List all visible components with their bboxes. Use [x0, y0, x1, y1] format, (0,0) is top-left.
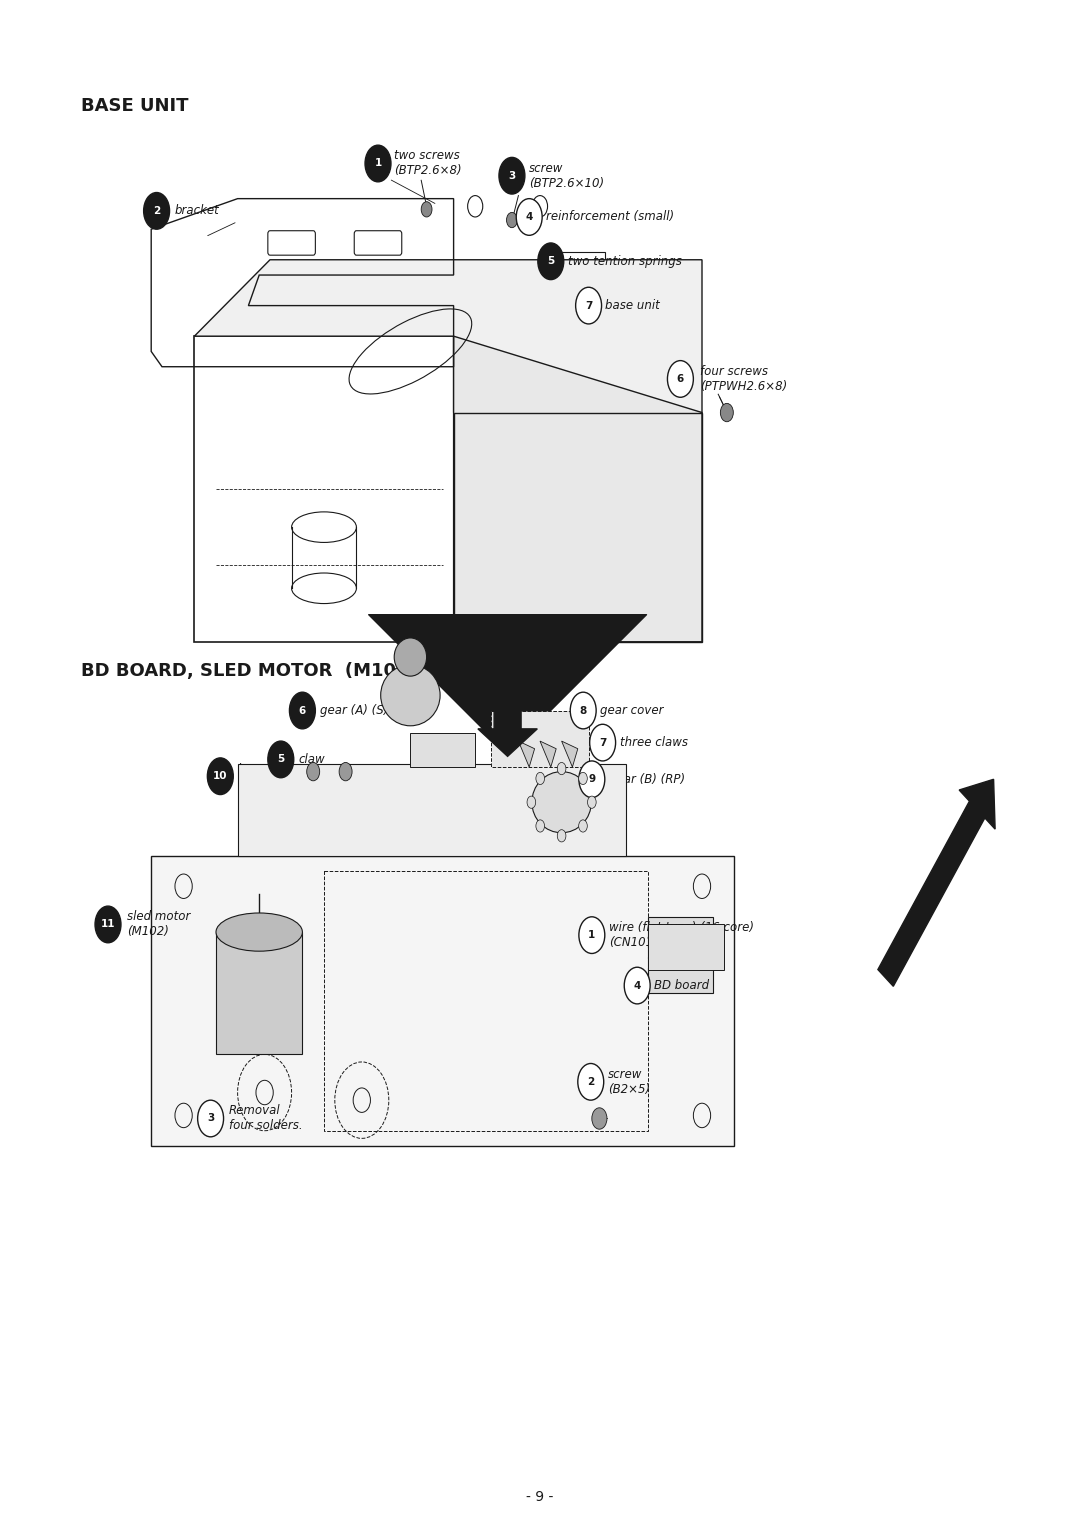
Circle shape — [557, 762, 566, 775]
Circle shape — [289, 692, 315, 729]
Circle shape — [570, 692, 596, 729]
Text: screw
(BTP2.6×10): screw (BTP2.6×10) — [529, 162, 605, 189]
Text: bracket: bracket — [175, 205, 219, 217]
Text: 5: 5 — [278, 755, 284, 764]
Text: gear (A) (S): gear (A) (S) — [320, 704, 388, 717]
Circle shape — [516, 199, 542, 235]
Text: two screws
(2×3): two screws (2×3) — [238, 762, 303, 790]
Text: 3: 3 — [509, 171, 515, 180]
Polygon shape — [562, 741, 578, 767]
Text: 6: 6 — [677, 374, 684, 384]
Circle shape — [421, 202, 432, 217]
Text: 6: 6 — [299, 706, 306, 715]
FancyArrow shape — [477, 711, 538, 756]
Text: two tention springs: two tention springs — [568, 255, 681, 267]
Circle shape — [624, 967, 650, 1004]
Circle shape — [579, 917, 605, 953]
Ellipse shape — [394, 639, 427, 677]
Circle shape — [557, 830, 566, 842]
Polygon shape — [648, 924, 724, 970]
Text: 3: 3 — [207, 1114, 214, 1123]
Text: 1: 1 — [589, 931, 595, 940]
Circle shape — [536, 821, 544, 833]
Text: BASE UNIT: BASE UNIT — [81, 96, 189, 115]
Circle shape — [527, 796, 536, 808]
Polygon shape — [410, 733, 475, 767]
Polygon shape — [238, 764, 626, 856]
Text: 1: 1 — [375, 159, 381, 168]
Text: 2: 2 — [588, 1077, 594, 1086]
Text: sled motor
(M102): sled motor (M102) — [127, 911, 191, 938]
Polygon shape — [540, 741, 556, 767]
Circle shape — [268, 741, 294, 778]
Text: four screws
(PTPWH2.6×8): four screws (PTPWH2.6×8) — [700, 365, 787, 393]
Text: 9: 9 — [589, 775, 595, 784]
Text: BD board: BD board — [654, 979, 710, 992]
Polygon shape — [518, 741, 535, 767]
Circle shape — [667, 361, 693, 397]
Text: 10: 10 — [213, 772, 228, 781]
Polygon shape — [216, 932, 302, 1054]
Ellipse shape — [380, 665, 441, 726]
Text: 7: 7 — [599, 738, 606, 747]
Ellipse shape — [216, 912, 302, 950]
Circle shape — [507, 212, 517, 228]
Text: 8: 8 — [580, 706, 586, 715]
Text: base unit: base unit — [605, 299, 660, 312]
Polygon shape — [194, 260, 702, 413]
Polygon shape — [491, 711, 589, 767]
Text: Removal
four solders.: Removal four solders. — [229, 1105, 302, 1132]
Circle shape — [536, 772, 544, 784]
Polygon shape — [151, 856, 734, 1146]
Circle shape — [592, 1108, 607, 1129]
Circle shape — [307, 762, 320, 781]
Circle shape — [579, 761, 605, 798]
Circle shape — [365, 145, 391, 182]
Circle shape — [95, 906, 121, 943]
Text: screw
(B2×5): screw (B2×5) — [608, 1068, 650, 1096]
Circle shape — [207, 758, 233, 795]
Text: - 9 -: - 9 - — [526, 1490, 554, 1505]
Circle shape — [576, 287, 602, 324]
Text: reinforcement (small): reinforcement (small) — [546, 211, 675, 223]
Circle shape — [144, 193, 170, 229]
Circle shape — [590, 724, 616, 761]
Text: BD BOARD, SLED MOTOR  (M102): BD BOARD, SLED MOTOR (M102) — [81, 662, 417, 680]
Circle shape — [579, 772, 588, 784]
Circle shape — [538, 243, 564, 280]
Text: 2: 2 — [153, 206, 160, 215]
FancyArrow shape — [878, 779, 995, 986]
Text: 4: 4 — [634, 981, 640, 990]
Text: 4: 4 — [526, 212, 532, 222]
Circle shape — [579, 821, 588, 833]
Text: three claws: three claws — [620, 736, 688, 749]
Text: gear (B) (RP): gear (B) (RP) — [609, 773, 685, 785]
Text: 7: 7 — [585, 301, 592, 310]
Circle shape — [578, 1063, 604, 1100]
Circle shape — [499, 157, 525, 194]
Circle shape — [198, 1100, 224, 1137]
Polygon shape — [454, 336, 702, 642]
Polygon shape — [648, 917, 713, 993]
Text: claw: claw — [298, 753, 325, 766]
Text: 5: 5 — [548, 257, 554, 266]
Text: gear cover: gear cover — [600, 704, 664, 717]
Text: wire (flat type) (16 core)
(CN101): wire (flat type) (16 core) (CN101) — [609, 921, 754, 949]
Circle shape — [720, 403, 733, 422]
Circle shape — [339, 762, 352, 781]
Circle shape — [588, 796, 596, 808]
Text: two screws
(BTP2.6×8): two screws (BTP2.6×8) — [394, 150, 462, 177]
Ellipse shape — [531, 772, 592, 833]
Text: 11: 11 — [100, 920, 116, 929]
